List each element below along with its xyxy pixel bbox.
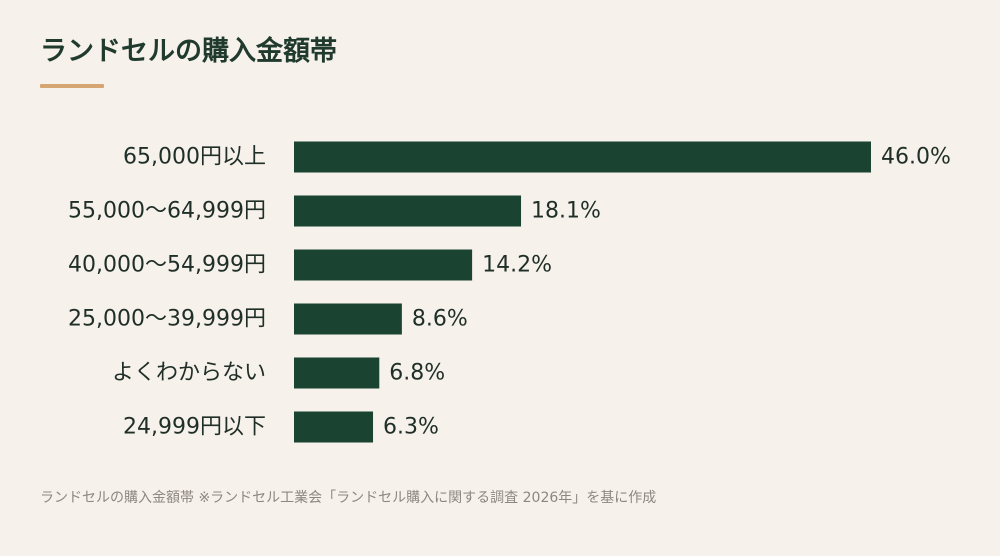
bar-row: よくわからない 6.8% [112, 357, 445, 389]
bar [294, 195, 522, 227]
source-note: ランドセルの購入金額帯 ※ランドセル工業会「ランドセル購入に関する調査 2026… [40, 490, 657, 506]
category-label: 65,000円以上 [123, 145, 266, 170]
bar [294, 357, 380, 389]
bar [294, 141, 871, 173]
value-label: 8.6% [412, 307, 468, 332]
category-label: 40,000〜54,999円 [68, 253, 266, 278]
value-label: 18.1% [531, 199, 601, 224]
value-label: 14.2% [482, 253, 552, 278]
title-underline [40, 84, 104, 88]
category-label: 25,000〜39,999円 [68, 307, 266, 332]
category-label: よくわからない [112, 361, 266, 386]
bar-row: 25,000〜39,999円 8.6% [68, 303, 468, 335]
category-label: 55,000〜64,999円 [68, 199, 266, 224]
bar [294, 303, 402, 335]
category-label: 24,999円以下 [123, 415, 266, 440]
bar-row: 65,000円以上 46.0% [123, 141, 951, 173]
bar-row: 24,999円以下 6.3% [123, 411, 439, 443]
value-label: 6.8% [389, 361, 445, 386]
bar [294, 411, 374, 443]
value-label: 46.0% [881, 145, 951, 170]
bar-row: 40,000〜54,999円 14.2% [68, 249, 552, 281]
value-label: 6.3% [383, 415, 439, 440]
chart-title: ランドセルの購入金額帯 [40, 36, 337, 67]
bar [294, 249, 473, 281]
bar-row: 55,000〜64,999円 18.1% [68, 195, 601, 227]
